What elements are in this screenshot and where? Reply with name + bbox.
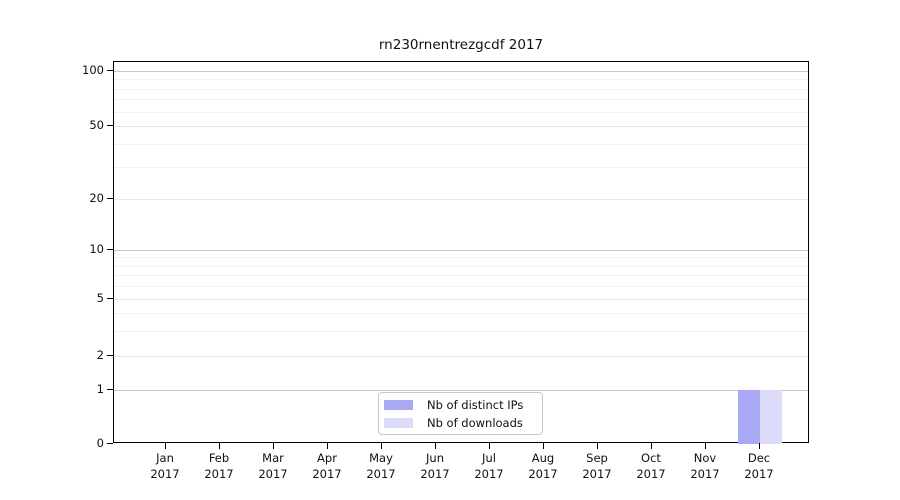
legend-entry-distinct-ips: Nb of distinct IPs <box>384 398 534 412</box>
chart-title: rn230rnentrezgcdf 2017 <box>378 37 544 53</box>
y-tick-label: 0 <box>96 436 104 450</box>
y-tick-mark <box>107 443 113 445</box>
x-tick-mark <box>435 443 437 449</box>
legend-entry-downloads: Nb of downloads <box>384 416 534 430</box>
x-tick-label: Jul 2017 <box>474 451 504 481</box>
gridline-minor <box>114 265 808 267</box>
x-tick-label: Apr 2017 <box>312 451 342 481</box>
y-tick-label: 100 <box>82 63 104 77</box>
bar-nb-of-distinct-ips <box>738 390 760 444</box>
gridline-minor <box>114 99 808 101</box>
gridline-labeled <box>114 299 808 300</box>
x-tick-label: Nov 2017 <box>690 451 720 481</box>
x-tick-label: Oct 2017 <box>636 451 666 481</box>
x-tick-label: Mar 2017 <box>258 451 288 481</box>
legend: Nb of distinct IPs Nb of downloads <box>378 392 543 435</box>
y-tick-mark <box>107 198 113 200</box>
x-tick-mark <box>705 443 707 449</box>
x-tick-mark <box>219 443 221 449</box>
gridline-minor <box>114 88 808 90</box>
legend-swatch-distinct-ips-icon <box>384 399 413 410</box>
y-tick-label: 50 <box>89 118 104 132</box>
gridline-minor <box>114 111 808 113</box>
y-tick-mark <box>107 355 113 357</box>
gridline-minor <box>114 275 808 277</box>
legend-label-distinct-ips: Nb of distinct IPs <box>427 397 524 412</box>
gridline-labeled <box>114 126 808 127</box>
y-tick-mark <box>107 70 113 72</box>
x-tick-mark <box>273 443 275 449</box>
y-tick-label: 10 <box>89 242 104 256</box>
x-tick-mark <box>165 443 167 449</box>
gridline-minor <box>114 312 808 314</box>
legend-swatch-downloads-icon <box>384 417 413 428</box>
x-tick-mark <box>543 443 545 449</box>
gridline-minor <box>114 286 808 288</box>
y-tick-label: 5 <box>96 291 104 305</box>
gridline-minor <box>114 166 808 168</box>
gridline-major <box>114 71 808 72</box>
x-tick-mark <box>327 443 329 449</box>
x-tick-label: Feb 2017 <box>204 451 234 481</box>
x-tick-label: Aug 2017 <box>528 451 558 481</box>
legend-label-downloads: Nb of downloads <box>427 415 523 430</box>
gridline-labeled <box>114 356 808 357</box>
gridline-major <box>114 250 808 251</box>
y-tick-mark <box>107 389 113 391</box>
y-tick-mark <box>107 249 113 251</box>
gridline-minor <box>114 79 808 81</box>
x-tick-mark <box>651 443 653 449</box>
x-tick-mark <box>489 443 491 449</box>
x-tick-mark <box>759 443 761 449</box>
plot-area <box>113 61 809 444</box>
gridline-minor <box>114 143 808 145</box>
x-tick-mark <box>381 443 383 449</box>
y-tick-mark <box>107 125 113 127</box>
gridline-minor <box>114 257 808 259</box>
gridline-labeled <box>114 199 808 200</box>
x-tick-label: Sep 2017 <box>582 451 612 481</box>
y-tick-label: 1 <box>96 382 104 396</box>
x-tick-label: Dec 2017 <box>744 451 774 481</box>
x-tick-label: Jan 2017 <box>150 451 180 481</box>
y-tick-label: 20 <box>89 191 104 205</box>
x-tick-mark <box>597 443 599 449</box>
y-tick-label: 2 <box>96 348 104 362</box>
y-tick-mark <box>107 298 113 300</box>
bar-nb-of-downloads <box>760 390 782 444</box>
gridline-minor <box>114 330 808 332</box>
gridline-major <box>114 390 808 391</box>
x-tick-label: May 2017 <box>366 451 396 481</box>
x-tick-label: Jun 2017 <box>420 451 450 481</box>
